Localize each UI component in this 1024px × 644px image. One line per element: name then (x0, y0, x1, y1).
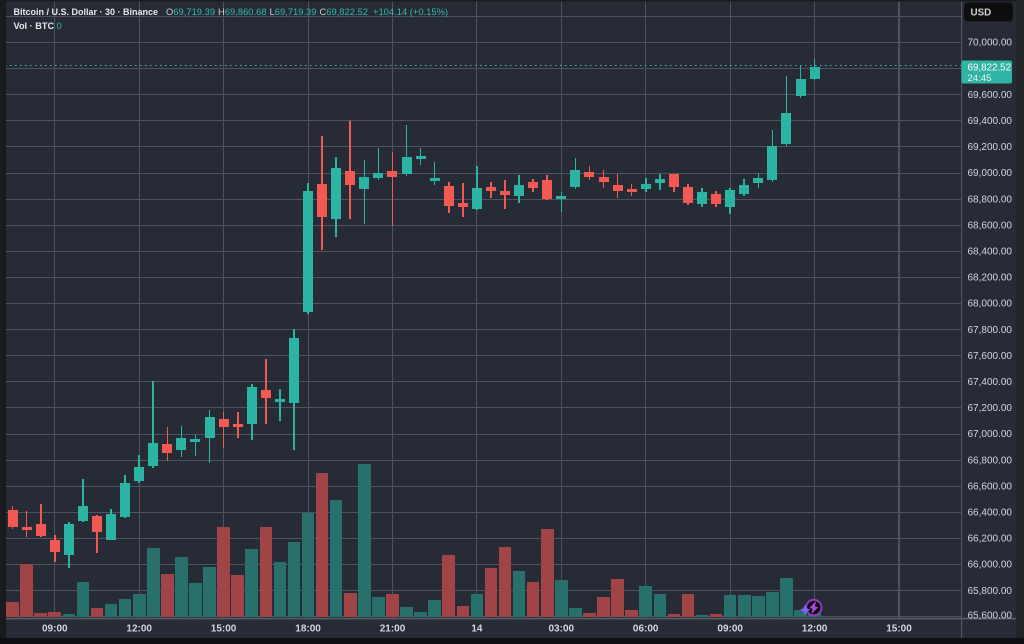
svg-text:68,400.00: 68,400.00 (968, 247, 1013, 258)
svg-text:66,600.00: 66,600.00 (968, 481, 1013, 492)
svg-text:66,800.00: 66,800.00 (968, 455, 1013, 466)
svg-text:65,600.00: 65,600.00 (968, 610, 1013, 621)
svg-text:15:00: 15:00 (211, 623, 237, 634)
svg-text:66,200.00: 66,200.00 (968, 534, 1013, 545)
svg-text:70,000.00: 70,000.00 (968, 38, 1013, 49)
svg-text:68,600.00: 68,600.00 (968, 220, 1013, 231)
svg-text:67,800.00: 67,800.00 (968, 325, 1013, 336)
svg-text:Vol · BTC: Vol · BTC (14, 21, 55, 31)
svg-text:24:45: 24:45 (968, 73, 992, 84)
svg-text:09:00: 09:00 (717, 623, 743, 634)
svg-text:06:00: 06:00 (633, 623, 659, 634)
svg-text:0: 0 (57, 20, 62, 31)
svg-text:14: 14 (471, 623, 483, 634)
svg-text:67,600.00: 67,600.00 (968, 351, 1013, 362)
svg-text:69,000.00: 69,000.00 (968, 168, 1013, 179)
svg-text:12:00: 12:00 (126, 623, 152, 634)
svg-text:66,400.00: 66,400.00 (968, 508, 1013, 519)
svg-text:69,400.00: 69,400.00 (968, 116, 1013, 127)
svg-text:15:00: 15:00 (886, 623, 912, 634)
svg-text:69,822.52: 69,822.52 (968, 63, 1012, 74)
svg-text:69,600.00: 69,600.00 (968, 90, 1013, 101)
svg-text:Bitcoin / U.S. Dollar · 30 · B: Bitcoin / U.S. Dollar · 30 · Binance O69,… (14, 6, 449, 17)
svg-text:USD: USD (971, 8, 992, 19)
svg-text:66,000.00: 66,000.00 (968, 560, 1013, 571)
svg-text:69,200.00: 69,200.00 (968, 142, 1013, 153)
svg-text:67,000.00: 67,000.00 (968, 429, 1013, 440)
svg-text:12:00: 12:00 (802, 623, 828, 634)
svg-text:65,800.00: 65,800.00 (968, 586, 1013, 597)
svg-text:18:00: 18:00 (295, 623, 321, 634)
svg-text:03:00: 03:00 (549, 623, 575, 634)
svg-text:68,800.00: 68,800.00 (968, 194, 1013, 205)
svg-text:21:00: 21:00 (380, 623, 406, 634)
svg-text:68,200.00: 68,200.00 (968, 273, 1013, 284)
svg-text:67,400.00: 67,400.00 (968, 377, 1013, 388)
svg-text:67,200.00: 67,200.00 (968, 403, 1013, 414)
svg-text:09:00: 09:00 (42, 623, 68, 634)
svg-text:68,000.00: 68,000.00 (968, 299, 1013, 310)
